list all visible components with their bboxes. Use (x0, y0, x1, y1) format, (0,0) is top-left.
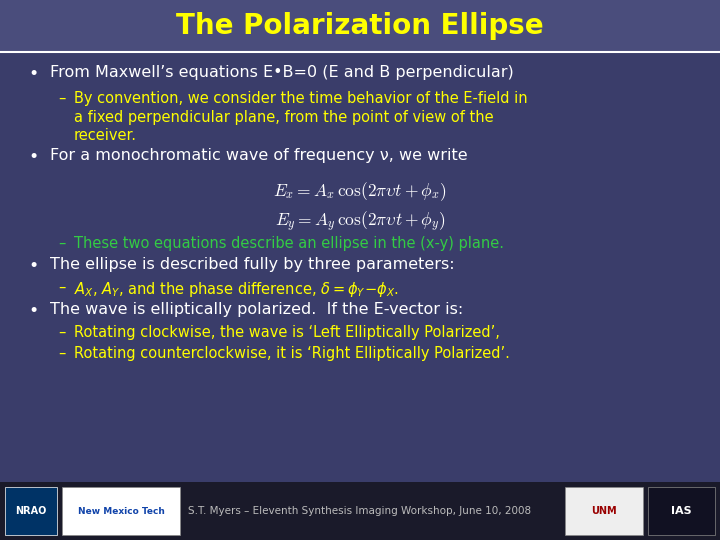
Text: $E_x = A_x\,\cos(2\pi\upsilon t + \phi_x)$: $E_x = A_x\,\cos(2\pi\upsilon t + \phi_x… (274, 180, 446, 202)
Text: IAS: IAS (671, 506, 691, 516)
Text: These two equations describe an ellipse in the (x-y) plane.: These two equations describe an ellipse … (74, 236, 504, 251)
Text: By convention, we consider the time behavior of the E-field in: By convention, we consider the time beha… (74, 91, 528, 106)
Text: New Mexico Tech: New Mexico Tech (78, 507, 164, 516)
Text: $E_y = A_y\,\cos(2\pi\upsilon t + \phi_y)$: $E_y = A_y\,\cos(2\pi\upsilon t + \phi_y… (275, 210, 445, 234)
Text: –: – (58, 346, 66, 361)
Text: The wave is elliptically polarized.  If the E-vector is:: The wave is elliptically polarized. If t… (50, 302, 463, 317)
Text: •: • (28, 148, 38, 166)
Text: For a monochromatic wave of frequency ν, we write: For a monochromatic wave of frequency ν,… (50, 148, 467, 163)
Text: •: • (28, 302, 38, 320)
Text: $A_X$, $A_Y$, and the phase difference, $\delta = \phi_Y\!-\!\phi_X$.: $A_X$, $A_Y$, and the phase difference, … (74, 280, 399, 299)
Bar (0, 482, 720, 540)
Text: –: – (58, 280, 66, 295)
Text: a fixed perpendicular plane, from the point of view of the: a fixed perpendicular plane, from the po… (74, 110, 494, 125)
Text: receiver.: receiver. (74, 128, 137, 143)
Bar (5, 487, 57, 535)
Bar (62, 487, 180, 535)
Text: Rotating counterclockwise, it is ‘Right Elliptically Polarized’.: Rotating counterclockwise, it is ‘Right … (74, 346, 510, 361)
Bar (0, 0, 720, 52)
Text: NRAO: NRAO (15, 506, 47, 516)
Text: From Maxwell’s equations E•B=0 (E and B perpendicular): From Maxwell’s equations E•B=0 (E and B … (50, 65, 514, 80)
Text: •: • (28, 65, 38, 83)
Text: UNM: UNM (591, 506, 617, 516)
Text: S.T. Myers – Eleventh Synthesis Imaging Workshop, June 10, 2008: S.T. Myers – Eleventh Synthesis Imaging … (189, 506, 531, 516)
Text: The ellipse is described fully by three parameters:: The ellipse is described fully by three … (50, 257, 454, 272)
Bar (648, 487, 715, 535)
Text: –: – (58, 325, 66, 340)
Text: The Polarization Ellipse: The Polarization Ellipse (176, 12, 544, 40)
Text: –: – (58, 236, 66, 251)
Text: •: • (28, 257, 38, 275)
Bar (565, 487, 643, 535)
Text: Rotating clockwise, the wave is ‘Left Elliptically Polarized’,: Rotating clockwise, the wave is ‘Left El… (74, 325, 500, 340)
Text: –: – (58, 91, 66, 106)
